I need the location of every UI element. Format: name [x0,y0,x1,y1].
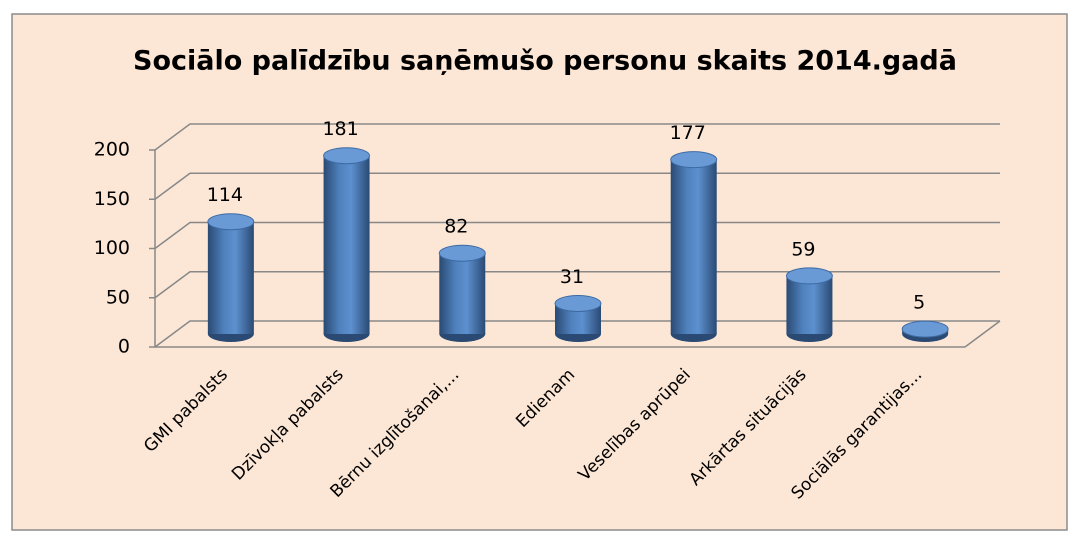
bar [439,253,486,334]
value-label: 82 [444,216,468,238]
bar-top [901,320,949,338]
bar-top [207,213,255,231]
value-label: 5 [913,292,925,314]
bar [670,159,717,334]
bar [786,275,833,334]
value-label: 114 [207,184,243,206]
bar-top [670,151,718,169]
grid-line [154,221,1000,250]
chart-title: Sociālo palīdzību saņēmušo personu skait… [133,46,957,77]
bar-top [785,267,833,285]
y-tick-label: 0 [118,336,130,358]
bar-top [438,244,486,262]
grid-line [154,123,1000,151]
value-label: 31 [560,266,584,288]
grid-line [154,172,1000,200]
bar-top [323,147,371,165]
value-label: 59 [791,238,815,260]
bar-top [554,294,602,312]
grid-line [154,271,1000,299]
value-label: 181 [322,118,358,140]
y-tick-label: 150 [94,188,130,210]
value-label: 177 [670,122,706,144]
y-tick-label: 200 [94,139,130,161]
floor-edge [964,320,1001,348]
y-tick-label: 50 [106,286,130,308]
y-tick-label: 100 [94,237,130,259]
grid-line [154,320,1000,348]
bar [323,155,370,334]
bar [207,221,254,334]
